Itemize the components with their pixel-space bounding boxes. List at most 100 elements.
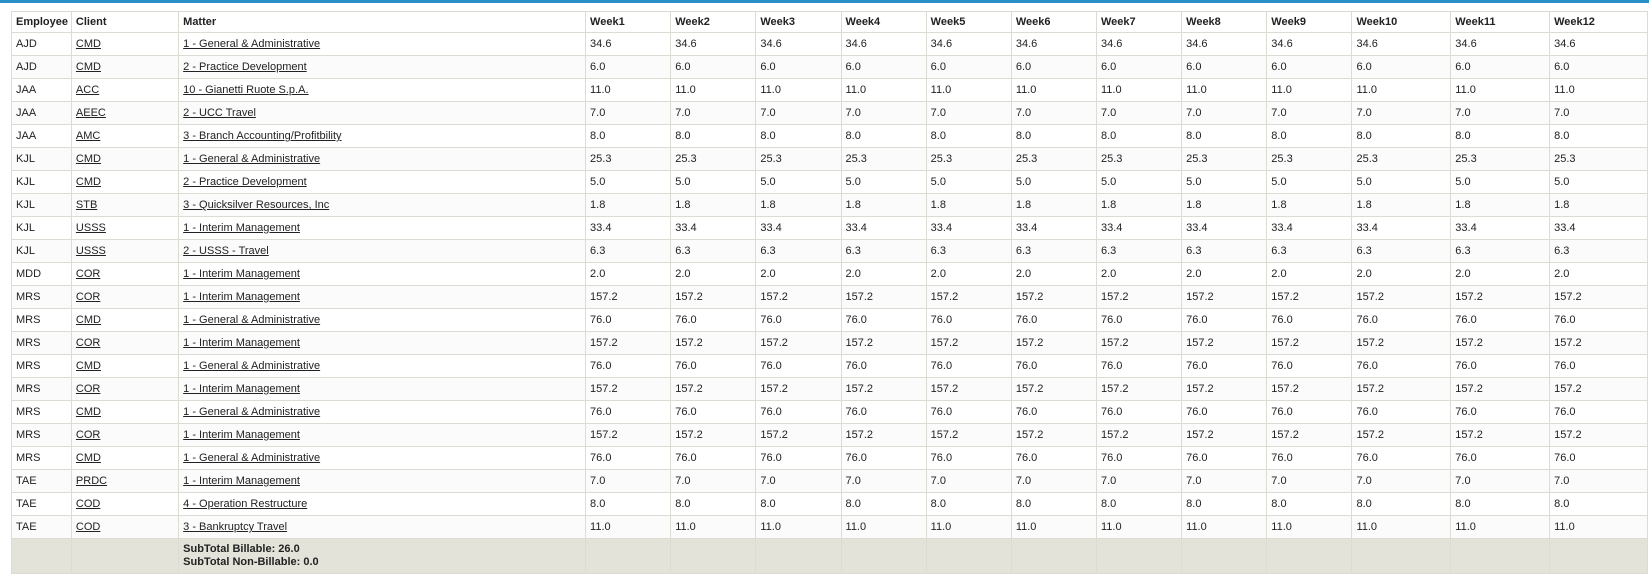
matter-link[interactable]: 1 - General & Administrative	[183, 38, 321, 50]
matter-link[interactable]: 2 - Practice Development	[183, 176, 307, 188]
employee-cell: KJL	[11, 147, 72, 171]
week6-hours-cell: 11.0	[1010, 78, 1097, 102]
matter-link[interactable]: 1 - General & Administrative	[183, 406, 321, 418]
week12-hours-cell: 76.0	[1549, 308, 1648, 332]
matter-link[interactable]: 1 - Interim Management	[183, 222, 300, 234]
subtotal-empty-cell	[1010, 538, 1097, 574]
week1-hours-cell: 11.0	[585, 515, 672, 539]
week5-hours-cell: 7.0	[925, 101, 1012, 125]
week8-hours-cell: 1.8	[1181, 193, 1268, 217]
week9-hours-cell: 1.8	[1266, 193, 1353, 217]
client-link[interactable]: PRDC	[75, 475, 108, 487]
client-link[interactable]: AEEC	[75, 107, 106, 119]
matter-link[interactable]: 1 - Interim Management	[183, 337, 300, 349]
client-link[interactable]: COR	[75, 268, 101, 280]
client-link[interactable]: COR	[75, 337, 101, 349]
client-link[interactable]: CMD	[75, 153, 101, 165]
week6-hours-cell: 7.0	[1010, 101, 1097, 125]
client-cell: CMD	[70, 400, 180, 424]
week5-hours-cell: 2.0	[925, 262, 1012, 286]
client-link[interactable]: COR	[75, 383, 101, 395]
week5-hours-cell: 76.0	[925, 446, 1012, 470]
matter-link[interactable]: 1 - Interim Management	[183, 291, 300, 303]
week6-hours-cell: 6.0	[1010, 55, 1097, 79]
client-link[interactable]: USSS	[75, 222, 106, 234]
matter-cell: 3 - Bankruptcy Travel	[178, 515, 587, 539]
week12-hours-cell: 157.2	[1549, 285, 1648, 309]
client-link[interactable]: COD	[75, 521, 101, 533]
week11-hours-cell: 76.0	[1450, 354, 1551, 378]
matter-link[interactable]: 2 - UCC Travel	[183, 107, 256, 119]
week5-hours-cell: 6.3	[925, 239, 1012, 263]
week1-hours-cell: 76.0	[585, 446, 672, 470]
client-link[interactable]: CMD	[75, 360, 101, 372]
column-header-week4: Week4	[840, 11, 927, 33]
client-link[interactable]: COR	[75, 291, 101, 303]
week7-hours-cell: 76.0	[1095, 354, 1183, 378]
week2-hours-cell: 7.0	[670, 469, 757, 493]
table-header-row: Employee Client Matter Week1 Week2 Week3 Week4…	[11, 11, 1648, 33]
week6-hours-cell: 76.0	[1010, 400, 1097, 424]
week8-hours-cell: 7.0	[1181, 469, 1268, 493]
client-link[interactable]: CMD	[75, 406, 101, 418]
week2-hours-cell: 157.2	[670, 423, 757, 447]
week12-hours-cell: 1.8	[1549, 193, 1648, 217]
matter-link[interactable]: 2 - USSS - Travel	[183, 245, 269, 257]
matter-link[interactable]: 4 - Operation Restructure	[183, 498, 308, 510]
week5-hours-cell: 76.0	[925, 354, 1012, 378]
client-link[interactable]: CMD	[75, 176, 101, 188]
matter-link[interactable]: 3 - Branch Accounting/Profitbility	[183, 130, 342, 142]
subtotal-empty-cell	[1095, 538, 1183, 574]
client-link[interactable]: COD	[75, 498, 101, 510]
week8-hours-cell: 157.2	[1181, 423, 1268, 447]
matter-link[interactable]: 2 - Practice Development	[183, 61, 307, 73]
week7-hours-cell: 76.0	[1095, 308, 1183, 332]
week10-hours-cell: 76.0	[1351, 400, 1452, 424]
matter-link[interactable]: 1 - General & Administrative	[183, 452, 321, 464]
matter-link[interactable]: 3 - Quicksilver Resources, Inc	[183, 199, 330, 211]
client-link[interactable]: ACC	[75, 84, 100, 96]
week9-hours-cell: 34.6	[1266, 32, 1353, 56]
client-link[interactable]: CMD	[75, 452, 101, 464]
table-row: AJD CMD 1 - General & Administrative 34.6 34…	[11, 32, 1648, 56]
week11-hours-cell: 157.2	[1450, 423, 1551, 447]
client-link[interactable]: AMC	[75, 130, 101, 142]
matter-link[interactable]: 1 - Interim Management	[183, 429, 300, 441]
client-cell: ACC	[70, 78, 180, 102]
client-link[interactable]: CMD	[75, 38, 101, 50]
client-link[interactable]: CMD	[75, 61, 101, 73]
matter-link[interactable]: 1 - Interim Management	[183, 268, 300, 280]
client-link[interactable]: USSS	[75, 245, 106, 257]
week6-hours-cell: 76.0	[1010, 446, 1097, 470]
client-link[interactable]: COR	[75, 429, 101, 441]
week9-hours-cell: 7.0	[1266, 101, 1353, 125]
matter-link[interactable]: 1 - General & Administrative	[183, 153, 321, 165]
client-link[interactable]: STB	[75, 199, 98, 211]
column-header-week6: Week6	[1010, 11, 1097, 33]
matter-link[interactable]: 1 - General & Administrative	[183, 360, 321, 372]
matter-link[interactable]: 1 - General & Administrative	[183, 314, 321, 326]
week4-hours-cell: 8.0	[840, 492, 927, 516]
subtotal-empty-cell	[585, 538, 672, 574]
matter-link[interactable]: 3 - Bankruptcy Travel	[183, 521, 288, 533]
matter-link[interactable]: 1 - Interim Management	[183, 383, 300, 395]
employee-cell: MRS	[11, 400, 72, 424]
matter-link[interactable]: 1 - Interim Management	[183, 475, 300, 487]
week9-hours-cell: 5.0	[1266, 170, 1353, 194]
employee-cell: JAA	[11, 124, 72, 148]
week11-hours-cell: 8.0	[1450, 124, 1551, 148]
matter-link[interactable]: 10 - Gianetti Ruote S.p.A.	[183, 84, 309, 96]
week7-hours-cell: 6.3	[1095, 239, 1183, 263]
client-cell: COR	[70, 331, 180, 355]
column-header-week12: Week12	[1549, 11, 1648, 33]
week9-hours-cell: 6.0	[1266, 55, 1353, 79]
week8-hours-cell: 157.2	[1181, 331, 1268, 355]
subtotal-row: SubTotal Billable: 26.0 SubTotal Non-Bil…	[11, 538, 1648, 574]
table-row: MDD COR 1 - Interim Management 2.0 2.0 2.0 2.0…	[11, 262, 1648, 286]
week8-hours-cell: 157.2	[1181, 377, 1268, 401]
client-cell: COD	[70, 515, 180, 539]
week4-hours-cell: 2.0	[840, 262, 927, 286]
client-link[interactable]: CMD	[75, 314, 101, 326]
week11-hours-cell: 11.0	[1450, 515, 1551, 539]
week9-hours-cell: 8.0	[1266, 124, 1353, 148]
